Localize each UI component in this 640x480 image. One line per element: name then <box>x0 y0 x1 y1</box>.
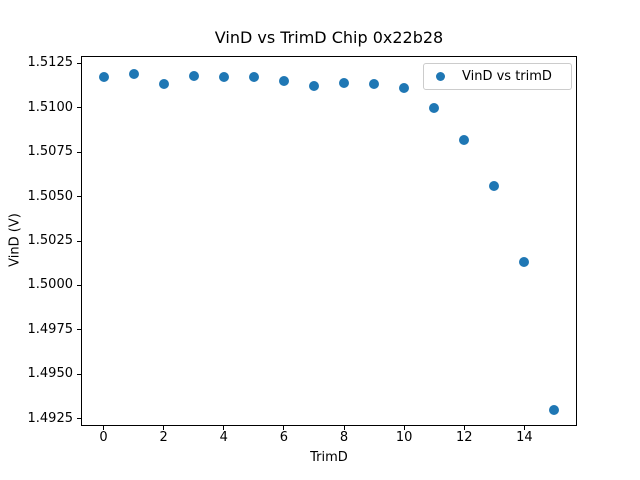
y-tick-label: 1.5025 <box>27 233 74 248</box>
x-axis-label: TrimD <box>310 450 348 465</box>
x-tick-label: 14 <box>516 430 533 445</box>
y-tick-mark <box>77 107 81 109</box>
x-tick-mark <box>103 426 105 430</box>
legend: VinD vs trimD <box>423 63 572 90</box>
chart-title: VinD vs TrimD Chip 0x22b28 <box>214 28 444 47</box>
x-tick-label: 0 <box>99 430 108 445</box>
x-tick-label: 10 <box>395 430 413 445</box>
x-tick-mark <box>463 426 465 430</box>
plot-area <box>81 56 577 426</box>
x-tick-label: 6 <box>279 430 289 445</box>
x-tick-label: 8 <box>339 430 349 445</box>
data-point <box>369 79 380 90</box>
y-tick-label: 1.5075 <box>27 144 74 160</box>
legend-label: VinD vs trimD <box>462 69 552 84</box>
y-tick-label: 1.5100 <box>27 99 74 115</box>
data-point <box>248 72 259 83</box>
y-tick-label: 1.5000 <box>27 277 74 293</box>
x-tick-label: 4 <box>219 430 228 445</box>
data-point <box>98 72 109 83</box>
x-tick-mark <box>223 426 225 430</box>
y-tick-mark <box>77 284 81 286</box>
x-tick-mark <box>343 426 345 430</box>
x-tick-mark <box>403 426 405 430</box>
data-point <box>278 75 289 86</box>
legend-marker-dot <box>436 72 445 81</box>
y-tick-mark <box>77 418 81 420</box>
x-tick-mark <box>523 426 525 430</box>
x-tick-mark <box>283 426 285 430</box>
data-point <box>429 102 440 113</box>
data-point <box>308 81 319 92</box>
y-tick-label: 1.4925 <box>27 410 74 426</box>
y-tick-mark <box>77 62 81 64</box>
y-tick-mark <box>77 240 81 242</box>
y-tick-label: 1.4975 <box>27 321 74 337</box>
y-tick-label: 1.4950 <box>27 366 74 382</box>
y-tick-mark <box>77 373 81 375</box>
data-point <box>489 180 500 191</box>
x-tick-mark <box>163 426 165 430</box>
data-point <box>339 77 350 88</box>
data-point <box>549 404 560 415</box>
x-tick-label: 12 <box>455 430 473 445</box>
data-point <box>218 72 229 83</box>
y-tick-label: 1.5125 <box>27 55 74 71</box>
data-point <box>399 83 410 94</box>
x-tick-label: 2 <box>159 430 168 445</box>
y-tick-label: 1.5050 <box>27 188 74 204</box>
data-point <box>459 134 470 145</box>
data-point <box>158 79 169 90</box>
data-point <box>188 70 199 81</box>
y-tick-mark <box>77 329 81 331</box>
data-point <box>128 68 139 79</box>
data-point <box>519 257 530 268</box>
y-tick-mark <box>77 151 81 153</box>
y-tick-mark <box>77 196 81 198</box>
